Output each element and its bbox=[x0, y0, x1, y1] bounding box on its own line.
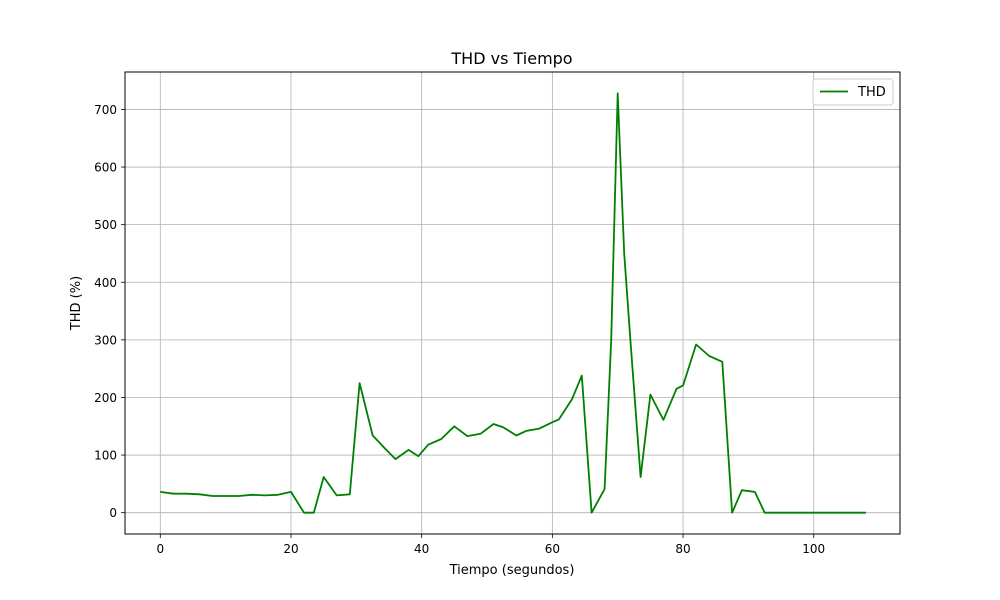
x-tick-label: 0 bbox=[156, 542, 164, 556]
x-tick-label: 20 bbox=[283, 542, 298, 556]
series-layer bbox=[160, 92, 866, 514]
x-tick-label: 60 bbox=[545, 542, 560, 556]
y-tick-label: 200 bbox=[94, 391, 117, 405]
x-tick-label: 100 bbox=[802, 542, 825, 556]
y-tick-label: 0 bbox=[109, 506, 117, 520]
y-tick-label: 500 bbox=[94, 218, 117, 232]
ticks: 0 20 40 60 80 100 0 100 200 300 400 500 600 700 bbox=[94, 103, 825, 556]
y-tick-label: 100 bbox=[94, 449, 117, 463]
x-tick-label: 40 bbox=[414, 542, 429, 556]
y-tick-label: 600 bbox=[94, 161, 117, 175]
y-axis-label: THD (%) bbox=[69, 276, 84, 331]
y-tick-label: 300 bbox=[94, 333, 117, 347]
plot-frame bbox=[124, 71, 901, 535]
grid bbox=[125, 72, 900, 534]
series-line-thd bbox=[160, 92, 866, 514]
legend-box bbox=[812, 78, 894, 106]
y-tick-label: 700 bbox=[94, 103, 117, 117]
legend-label: THD bbox=[857, 85, 886, 100]
chart-title: THD vs Tiempo bbox=[450, 49, 572, 68]
y-tick-label: 400 bbox=[94, 276, 117, 290]
x-tick-label: 80 bbox=[675, 542, 690, 556]
x-axis-label: Tiempo (segundos) bbox=[449, 563, 575, 578]
legend: THD bbox=[812, 78, 894, 106]
